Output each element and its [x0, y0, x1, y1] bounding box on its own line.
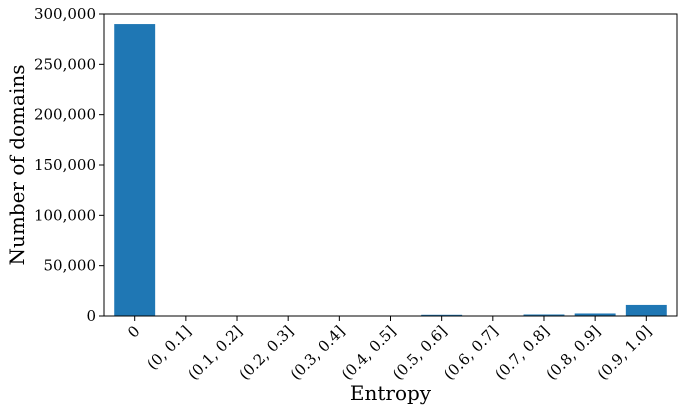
y-ticks-group: 0 50,000 100,000 150,000 200,000 250,000 300,0… [34, 5, 104, 325]
x-tick-label-9: (0.8, 0.9] [542, 322, 603, 383]
x-tick-label-2: (0.1, 0.2] [184, 322, 245, 383]
x-axis-label: Entropy [350, 381, 432, 405]
x-tick-label-5: (0.4, 0.5] [338, 322, 399, 383]
x-tick-label-0: 0 [124, 322, 143, 341]
y-tick-label-3: 150,000 [34, 156, 96, 174]
bar-6 [421, 314, 463, 316]
x-tick-label-8: (0.7, 0.8] [491, 322, 552, 383]
bar-9 [574, 313, 616, 316]
y-tick-label-6: 300,000 [34, 5, 96, 23]
x-tick-label-10: (0.9, 1.0] [594, 322, 655, 383]
x-tick-label-7: (0.6, 0.7] [440, 322, 501, 383]
x-tick-label-3: (0.2, 0.3] [236, 322, 297, 383]
y-tick-label-1: 50,000 [44, 257, 97, 275]
y-tick-label-4: 200,000 [34, 106, 96, 124]
x-ticks-group: 0 (0, 0.1](0.1, 0.2](0.2, 0.3](0.3, 0.4](… [124, 316, 655, 384]
x-tick-label-6: (0.5, 0.6] [389, 322, 450, 383]
bar-0 [114, 24, 156, 317]
x-tick-label-4: (0.3, 0.4] [287, 322, 348, 383]
y-tick-label-2: 100,000 [34, 206, 96, 224]
y-tick-label-0: 0 [86, 307, 96, 325]
bars-group [114, 24, 667, 317]
bar-10 [625, 304, 667, 316]
x-tick-label-1: (0, 0.1] [143, 322, 194, 373]
y-axis-label: Number of domains [5, 65, 29, 266]
y-tick-label-5: 250,000 [34, 55, 96, 73]
bar-8 [523, 314, 565, 316]
plot-frame [103, 13, 678, 317]
